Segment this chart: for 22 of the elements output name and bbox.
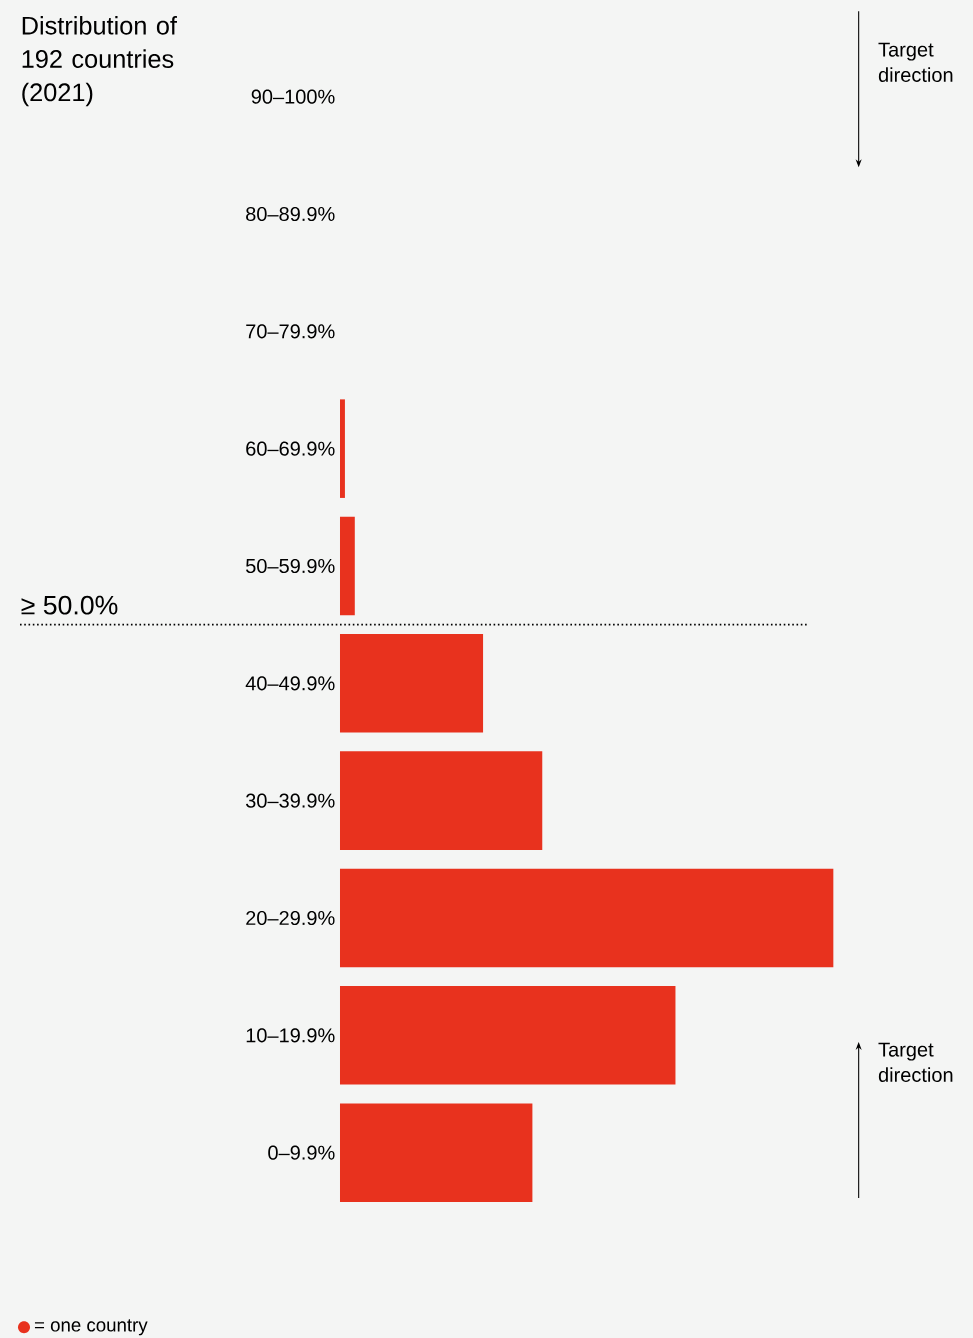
bar <box>340 516 355 616</box>
y-tick-label: 50–59.9% <box>246 558 335 574</box>
text: ≥ 50.0% <box>21 595 118 615</box>
y-tick-label: 10–19.9% <box>246 1028 335 1043</box>
text: Target direction <box>878 1042 953 1082</box>
y-tick-label: 0–9.9% <box>268 1145 335 1160</box>
text: Target direction <box>878 42 953 82</box>
bar <box>340 986 676 1085</box>
y-tick-label: 80–89.9% <box>246 206 335 222</box>
bar <box>340 751 543 850</box>
bar <box>340 634 484 733</box>
y-tick-label: 70–79.9% <box>246 324 335 339</box>
y-tick-label: 90–100% <box>251 89 335 104</box>
text: = one country <box>34 1319 148 1336</box>
text: Distribution of 192 countries (2021) <box>22 16 177 107</box>
y-tick-label: 60–69.9% <box>246 441 335 456</box>
bar <box>340 868 834 968</box>
bar <box>340 399 345 498</box>
y-tick-label: 40–49.9% <box>245 676 335 691</box>
y-tick-label: 20–29.9% <box>246 910 335 926</box>
y-tick-label: 30–39.9% <box>245 793 335 808</box>
bar <box>340 1103 533 1202</box>
